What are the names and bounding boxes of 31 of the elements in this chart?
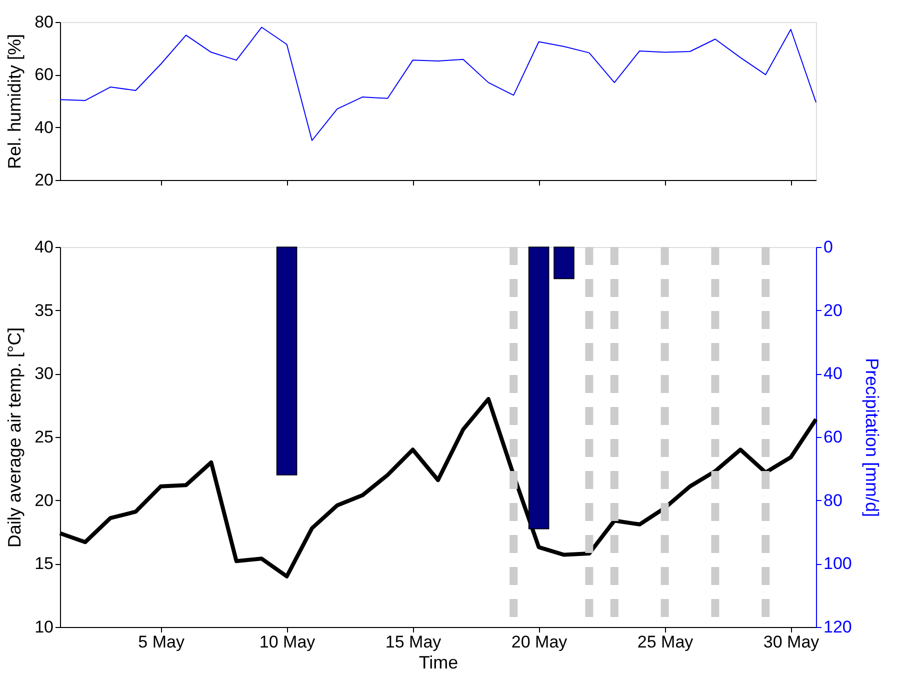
y-axis-title: Rel. humidity [%]	[4, 34, 25, 170]
y-tick-label: 80	[34, 12, 54, 32]
y-tick-label: 15	[34, 554, 54, 574]
x-tick-label: 25 May	[637, 632, 694, 652]
y2-tick-label: 100	[824, 554, 852, 574]
y-tick-label: 20	[34, 170, 54, 190]
x-axis-title: Time	[418, 652, 458, 672]
y-tick-label: 40	[34, 238, 54, 256]
y-tick-label: 35	[34, 300, 54, 320]
y2-tick-label: 80	[824, 490, 842, 510]
y-tick-label: 60	[34, 65, 54, 84]
y-tick-label: 30	[34, 364, 54, 384]
y2-tick-label: 0	[824, 238, 833, 256]
line-series	[60, 26, 816, 141]
x-tick-label: 10 May	[259, 632, 316, 652]
x-tick-label: 5 May	[138, 632, 185, 652]
y-tick-label: 10	[34, 618, 54, 636]
bar	[276, 246, 298, 476]
y-axis-title: Daily average air temp. [°C]	[4, 327, 25, 548]
y-tick-label: 20	[34, 490, 54, 510]
y-tick-label: 25	[34, 428, 54, 446]
x-tick-label: 20 May	[511, 632, 568, 652]
y2-tick-label: 60	[824, 428, 842, 446]
bar	[554, 246, 574, 280]
y2-axis-title: Precipitation [mm/d]	[862, 358, 882, 518]
y2-tick-label: 120	[824, 618, 852, 636]
x-tick-label: 30 May	[763, 632, 820, 652]
y-tick-label: 40	[34, 118, 54, 137]
y2-tick-label: 20	[824, 300, 842, 320]
x-tick-label: 15 May	[385, 632, 442, 652]
y2-tick-label: 40	[824, 364, 842, 384]
